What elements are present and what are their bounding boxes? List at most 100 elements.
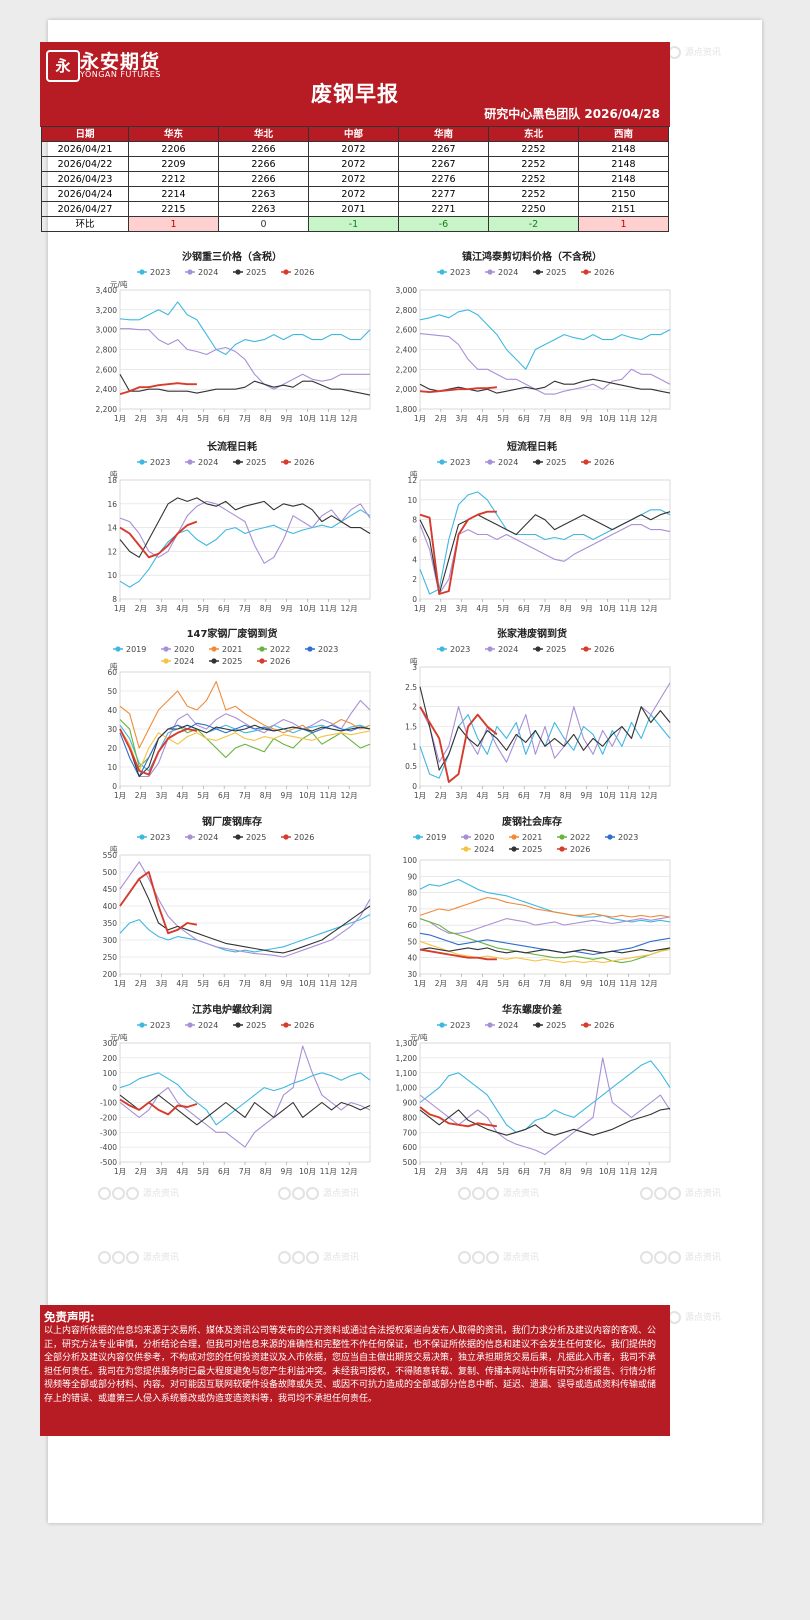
- x-tick-label: 10月: [299, 1167, 316, 1176]
- x-tick-label: 7月: [239, 414, 251, 423]
- chart-title: 长流程日耗: [207, 440, 257, 453]
- x-tick-label: 8月: [560, 1167, 572, 1176]
- disclaimer: 免责声明: 以上内容所依据的信息均来源于交易所、媒体及资讯公司等发布的公开资料或…: [40, 1305, 670, 1436]
- y-tick-label: 2,800: [396, 306, 418, 315]
- legend-dot-marker: [463, 846, 469, 852]
- chart-title: 钢厂废钢库存: [202, 815, 262, 828]
- legend-label: 2025: [546, 458, 566, 467]
- logo-text-en: YONGAN FUTURES: [80, 70, 161, 79]
- y-tick-label: 100: [403, 856, 418, 865]
- y-tick-label: 8: [112, 595, 117, 604]
- x-tick-label: 6月: [218, 1167, 230, 1176]
- legend-label: 2026: [594, 458, 614, 467]
- y-tick-label: 3,400: [96, 286, 118, 295]
- y-tick-label: 300: [103, 936, 118, 945]
- legend-label: 2026: [594, 1021, 614, 1030]
- y-tick-label: 6: [412, 536, 417, 545]
- table-cell: 2267: [398, 141, 489, 157]
- chart-c4: 短流程日耗 2023 2024 2025 2026 0 2 4 6 8 10 12 吨 1月 2月 3月 4月 5…: [382, 440, 682, 625]
- legend-dot-marker: [583, 459, 589, 465]
- legend-label: 2024: [198, 1021, 218, 1030]
- table-cell: 2215: [128, 201, 219, 217]
- legend-label: 2022: [570, 833, 590, 842]
- x-tick-label: 9月: [581, 604, 593, 613]
- x-tick-label: 11月: [620, 791, 637, 800]
- series-line-2025: [419, 947, 671, 954]
- legend-dot-marker: [163, 658, 169, 664]
- legend-label: 2025: [546, 268, 566, 277]
- legend-dot-marker: [511, 846, 517, 852]
- y-tick-label: 2,000: [396, 385, 418, 394]
- legend-label: 2020: [474, 833, 494, 842]
- legend-label: 2023: [450, 458, 470, 467]
- table-cell: 2250: [488, 201, 579, 217]
- series-line-2024: [419, 682, 671, 763]
- x-tick-label: 11月: [620, 414, 637, 423]
- table-cell: 2209: [128, 156, 219, 172]
- y-tick-label: 500: [403, 1158, 418, 1167]
- x-tick-label: 4月: [176, 604, 188, 613]
- table-cell: 2072: [308, 156, 399, 172]
- legend-label: 2025: [222, 657, 242, 666]
- y-tick-label: 1,100: [396, 1069, 418, 1078]
- series-line-2025: [119, 1094, 371, 1126]
- legend-label: 2025: [546, 645, 566, 654]
- legend-label: 2025: [246, 1021, 266, 1030]
- legend-label: 2024: [498, 458, 518, 467]
- legend-dot-marker: [235, 269, 241, 275]
- y-tick-label: 1.5: [405, 723, 417, 732]
- x-tick-label: 1月: [114, 604, 126, 613]
- x-tick-label: 10月: [299, 604, 316, 613]
- series-line-2025: [419, 511, 671, 595]
- x-tick-label: 8月: [260, 979, 272, 988]
- x-tick-label: 4月: [176, 791, 188, 800]
- table-header-cell: 西南: [578, 126, 669, 142]
- y-tick-label: -500: [100, 1158, 117, 1167]
- legend-dot-marker: [283, 269, 289, 275]
- y-tick-label: 30: [407, 970, 417, 979]
- x-tick-label: 5月: [197, 1167, 209, 1176]
- y-unit-label: 吨: [110, 661, 118, 671]
- y-tick-label: 1,800: [396, 405, 418, 414]
- table-cell: 2266: [218, 156, 309, 172]
- x-tick-label: 12月: [341, 1167, 358, 1176]
- y-tick-label: 2,400: [96, 385, 118, 394]
- y-tick-label: 1: [412, 742, 417, 751]
- y-tick-label: 70: [407, 905, 417, 914]
- y-tick-label: 450: [103, 885, 118, 894]
- legend-dot-marker: [535, 269, 541, 275]
- series-line-2025: [119, 724, 371, 778]
- y-tick-label: 2.5: [405, 683, 417, 692]
- chart-title: 镇江鸿泰剪切料价格（不含税）: [462, 250, 602, 263]
- table-cell: 2148: [578, 156, 669, 172]
- x-tick-label: 10月: [299, 414, 316, 423]
- series-line-2024: [119, 861, 371, 958]
- y-tick-label: 60: [407, 921, 417, 930]
- series-line-2023: [119, 301, 371, 356]
- table-cell: 2252: [488, 141, 579, 157]
- chart-svg: 沙钢重三价格（含税） 2023 2024 2025 2026 2,200 2,400 2,60…: [96, 250, 371, 423]
- legend-dot-marker: [235, 834, 241, 840]
- legend-label: 2021: [222, 645, 242, 654]
- legend-label: 2024: [498, 268, 518, 277]
- x-tick-label: 2月: [135, 604, 147, 613]
- chart-title: 沙钢重三价格（含税）: [182, 250, 282, 263]
- x-tick-label: 11月: [320, 979, 337, 988]
- y-tick-label: 10: [107, 763, 117, 772]
- table-header-cell: 中部: [308, 126, 399, 142]
- y-tick-label: 10: [407, 496, 417, 505]
- legend-dot-marker: [583, 646, 589, 652]
- chart-title: 张家港废钢到货: [497, 627, 567, 640]
- x-tick-label: 8月: [560, 791, 572, 800]
- table-cell: 2263: [218, 201, 309, 217]
- series-line-2023: [419, 1060, 671, 1133]
- legend-label: 2023: [318, 645, 338, 654]
- legend-dot-marker: [259, 658, 265, 664]
- x-tick-label: 3月: [456, 1167, 468, 1176]
- x-tick-label: 9月: [581, 979, 593, 988]
- plot-area: [119, 479, 371, 600]
- x-tick-label: 7月: [239, 979, 251, 988]
- x-tick-label: 7月: [239, 1167, 251, 1176]
- y-tick-label: 4: [412, 555, 417, 564]
- report-title: 废钢早报: [311, 82, 399, 106]
